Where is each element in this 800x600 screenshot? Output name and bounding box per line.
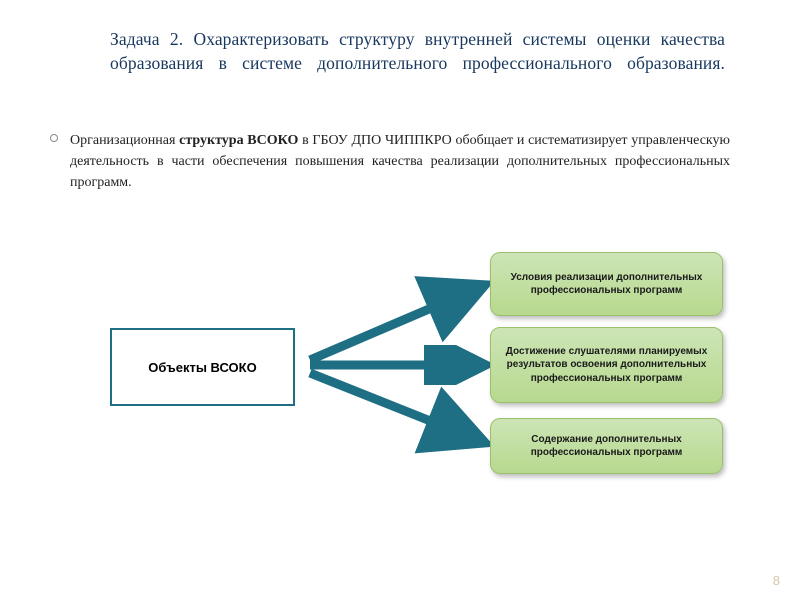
arrow-2-icon: [300, 345, 500, 385]
body-bold: структура ВСОКО: [179, 133, 298, 148]
slide: Задача 2. Охарактеризовать структуру вну…: [0, 0, 800, 600]
diagram-target-1: Условия реализации дополнительных профес…: [490, 252, 723, 316]
page-number: 8: [773, 573, 780, 588]
diagram: Объекты ВСОКО: [0, 250, 800, 560]
body-paragraph: Организационная структура ВСОКО в ГБОУ Д…: [70, 130, 730, 193]
target-3-label: Содержание дополнительных профессиональн…: [505, 433, 708, 460]
body-text: Организационная структура ВСОКО в ГБОУ Д…: [70, 133, 730, 190]
bullet-icon: [50, 134, 58, 142]
arrow-3-icon: [300, 355, 500, 465]
diagram-target-2: Достижение слушателями планируемых резул…: [490, 327, 723, 403]
arrow-1-icon: [300, 270, 500, 390]
slide-title: Задача 2. Охарактеризовать структуру вну…: [110, 28, 725, 75]
source-label: Объекты ВСОКО: [148, 360, 256, 375]
diagram-target-3: Содержание дополнительных профессиональн…: [490, 418, 723, 474]
title-text: Задача 2. Охарактеризовать структуру вну…: [110, 29, 725, 73]
target-1-label: Условия реализации дополнительных профес…: [505, 271, 708, 298]
target-2-label: Достижение слушателями планируемых резул…: [505, 345, 708, 386]
body-prefix: Организационная: [70, 133, 179, 148]
diagram-source-node: Объекты ВСОКО: [110, 328, 295, 406]
